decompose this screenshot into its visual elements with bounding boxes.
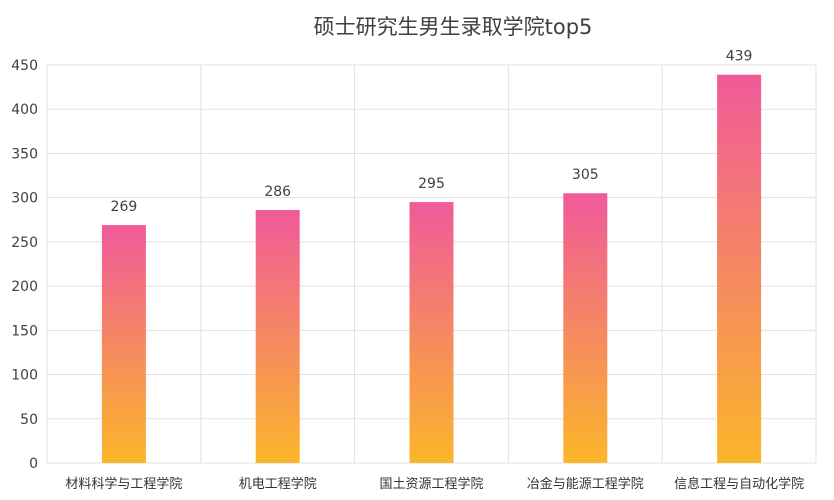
data-label: 305 [572, 167, 599, 183]
y-tick-label: 300 [11, 191, 38, 207]
bar-layer [101, 74, 762, 464]
x-tick-label: 信息工程与自动化学院 [674, 476, 804, 492]
x-tick-label: 国土资源工程学院 [379, 476, 483, 492]
data-label: 439 [726, 49, 753, 65]
bar [409, 202, 454, 464]
data-label: 295 [418, 176, 445, 192]
y-tick-label: 350 [11, 146, 38, 162]
y-tick-label: 0 [29, 456, 38, 472]
bar [101, 225, 146, 463]
y-axis: 0 50 100 150 200 250 300 350 400 450 [11, 58, 38, 472]
y-tick-label: 200 [11, 279, 38, 295]
y-tick-label: 400 [11, 102, 38, 118]
x-tick-label: 材料科学与工程学院 [65, 476, 182, 492]
x-axis: 材料科学与工程学院 机电工程学院 国土资源工程学院 冶金与能源工程学院 信息工程与自动化… [65, 476, 804, 492]
value-labels: 269 286 295 305 439 [111, 49, 753, 215]
bar [563, 193, 608, 463]
x-tick-label: 冶金与能源工程学院 [527, 476, 644, 492]
y-tick-label: 450 [11, 58, 38, 74]
chart-title: 硕士研究生男生录取学院top5 [314, 15, 593, 39]
bar [717, 74, 762, 464]
x-tick-label: 机电工程学院 [239, 476, 317, 492]
y-tick-label: 250 [11, 235, 38, 251]
y-tick-label: 50 [20, 412, 38, 428]
y-tick-label: 150 [11, 323, 38, 339]
bar [255, 210, 300, 463]
data-label: 286 [264, 184, 291, 200]
data-label: 269 [111, 199, 138, 215]
y-tick-label: 100 [11, 368, 38, 384]
